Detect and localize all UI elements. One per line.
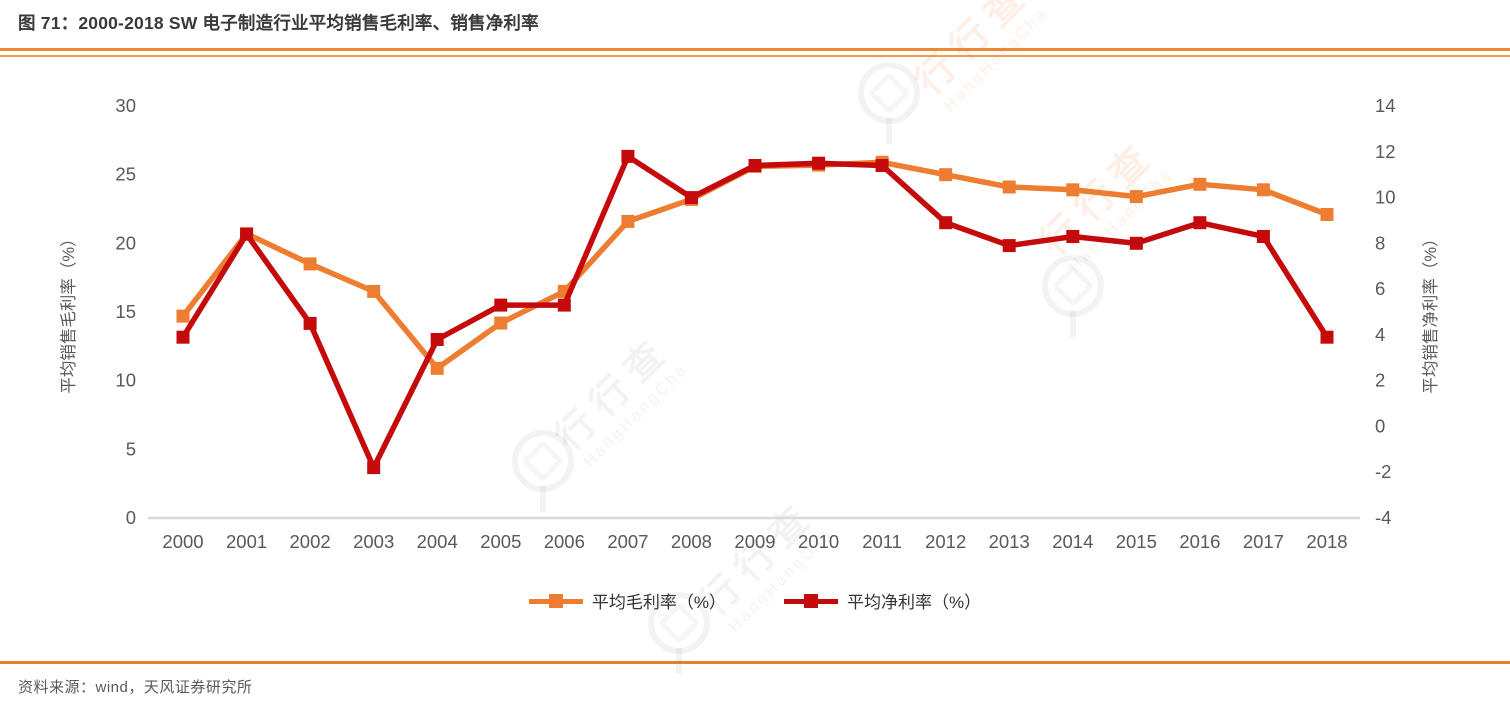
- x-tick-label: 2014: [1052, 531, 1093, 552]
- x-tick-label: 2003: [353, 531, 394, 552]
- net-margin-legend-marker: [784, 593, 838, 608]
- series-marker-0: [1002, 180, 1016, 194]
- series-marker-1: [1320, 330, 1334, 344]
- x-tick-label: 2012: [925, 531, 966, 552]
- series-marker-0: [939, 168, 953, 182]
- series-marker-1: [684, 191, 698, 205]
- right-axis-tick-label: 8: [1375, 232, 1385, 253]
- x-tick-label: 2011: [862, 531, 902, 552]
- x-tick-label: 2008: [671, 531, 712, 552]
- left-axis-tick-label: 5: [126, 438, 136, 459]
- series-marker-1: [939, 216, 953, 230]
- x-tick-label: 2004: [417, 531, 458, 552]
- series-marker-1: [812, 156, 826, 170]
- series-marker-0: [303, 257, 317, 271]
- source-note: 资料来源：wind，天风证券研究所: [18, 679, 253, 696]
- left-axis-tick-label: 10: [115, 370, 136, 391]
- title-separator-line-2: [0, 55, 1510, 57]
- series-marker-1: [1256, 230, 1270, 243]
- chart-legend: 平均毛利率（%） 平均净利率（%）: [0, 588, 1510, 613]
- left-axis-tick-label: 25: [115, 164, 136, 185]
- x-tick-label: 2006: [544, 531, 585, 552]
- legend-item-net-margin: 平均净利率（%）: [784, 588, 981, 613]
- title-separator-line-1: [0, 48, 1510, 51]
- series-marker-1: [430, 333, 444, 346]
- right-axis-tick-label: 6: [1375, 278, 1385, 299]
- x-tick-label: 2005: [480, 531, 521, 552]
- right-axis-tick-label: 14: [1375, 95, 1396, 116]
- series-marker-1: [494, 298, 508, 312]
- series-marker-0: [1320, 208, 1334, 221]
- right-axis-tick-label: 2: [1375, 370, 1385, 391]
- gross-margin-legend-marker: [528, 593, 583, 608]
- x-tick-label: 2000: [162, 531, 203, 552]
- series-marker-1: [748, 159, 762, 172]
- series-marker-1: [1193, 216, 1207, 230]
- series-marker-1: [176, 330, 190, 344]
- series-marker-0: [621, 214, 635, 228]
- right-axis-tick-label: 12: [1375, 141, 1396, 162]
- x-tick-label: 2016: [1179, 531, 1220, 552]
- x-tick-label: 2001: [226, 531, 267, 552]
- x-tick-label: 2002: [290, 531, 331, 552]
- left-axis-tick-label: 20: [115, 232, 136, 253]
- series-marker-0: [1193, 177, 1207, 191]
- x-tick-label: 2007: [607, 531, 648, 552]
- series-marker-1: [557, 298, 571, 312]
- series-line-1: [180, 152, 1330, 475]
- left-axis-tick-label: 30: [115, 95, 136, 116]
- x-tick-label: 2010: [798, 531, 839, 552]
- right-axis-title: 平均销售净利率（%）: [1421, 230, 1440, 393]
- series-marker-1: [240, 227, 254, 241]
- x-tick-label: 2013: [989, 531, 1030, 552]
- right-axis-tick-label: 0: [1375, 415, 1385, 436]
- right-axis-tick-label: -4: [1375, 507, 1391, 528]
- series-marker-0: [367, 284, 381, 298]
- series-marker-1: [303, 316, 317, 330]
- series-line-0: [180, 159, 1328, 373]
- right-axis-tick-label: 10: [1375, 187, 1396, 208]
- series-marker-0: [430, 361, 444, 375]
- series-marker-0: [176, 309, 190, 323]
- series-marker-1: [1002, 239, 1016, 253]
- left-axis-tick-label: 15: [115, 301, 136, 322]
- series-marker-1: [367, 461, 381, 475]
- series-marker-1: [1066, 230, 1080, 243]
- x-tick-label: 2018: [1306, 531, 1347, 552]
- chart-title: 图 71：2000-2018 SW 电子制造行业平均销售毛利率、销售净利率: [18, 13, 539, 33]
- legend-label-net-margin: 平均净利率（%）: [847, 593, 982, 612]
- series-marker-0: [494, 316, 508, 330]
- x-tick-label: 2017: [1243, 531, 1284, 552]
- right-axis-tick-label: 4: [1375, 324, 1385, 345]
- series-marker-0: [1256, 183, 1270, 197]
- series-marker-0: [1129, 190, 1143, 204]
- right-axis-tick-label: -2: [1375, 461, 1391, 482]
- series-marker-1: [621, 149, 635, 163]
- left-axis-tick-label: 0: [126, 507, 136, 528]
- x-tick-label: 2009: [734, 531, 775, 552]
- x-tick-label: 2015: [1116, 531, 1157, 552]
- legend-label-gross-margin: 平均毛利率（%）: [591, 593, 726, 612]
- series-marker-1: [875, 159, 889, 172]
- series-marker-0: [1066, 183, 1080, 197]
- left-axis-title: 平均销售毛利率（%）: [59, 230, 78, 393]
- series-marker-1: [1129, 236, 1143, 250]
- footer-separator-line: [0, 661, 1510, 664]
- legend-item-gross-margin: 平均毛利率（%）: [528, 588, 726, 613]
